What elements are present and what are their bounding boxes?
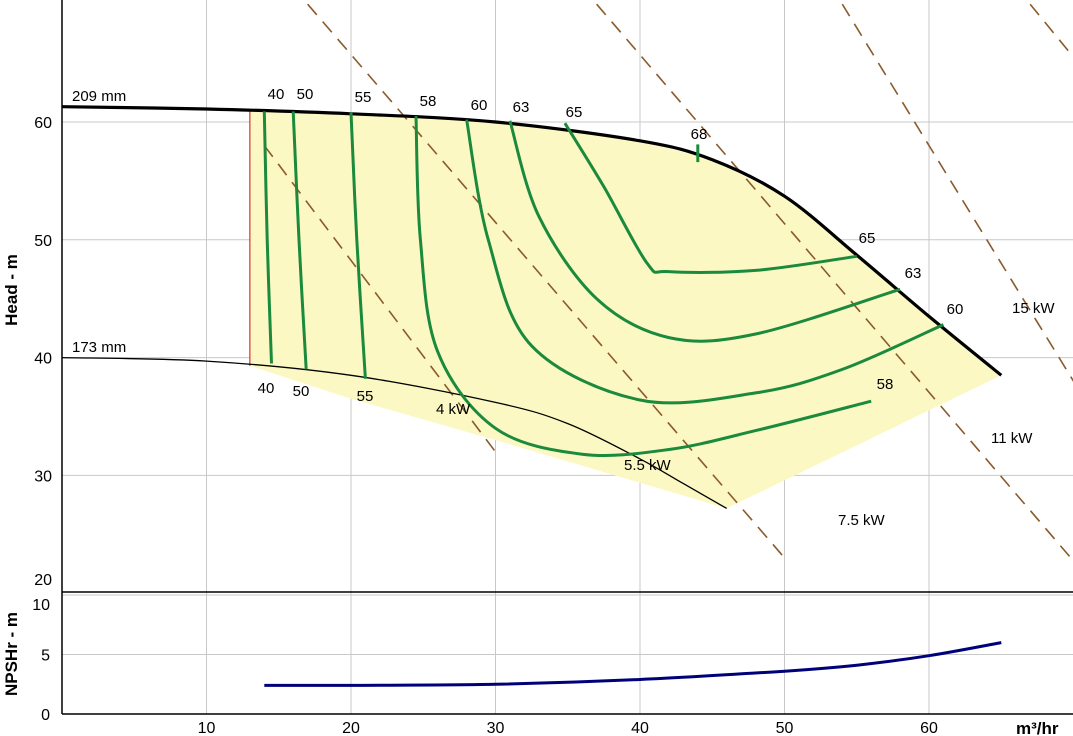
efficiency-contour <box>414 116 872 457</box>
axes <box>61 0 1073 715</box>
npsh-axis-title: NPSHr - m <box>2 612 21 696</box>
npsh-y-tick-label: 5 <box>41 648 50 665</box>
operating-region <box>249 109 1002 509</box>
efficiency-label-right: 65 <box>859 230 876 247</box>
efficiency-label-top: 63 <box>513 99 530 116</box>
efficiency-contour <box>563 122 858 274</box>
efficiency-label-right: 58 <box>877 376 894 393</box>
efficiency-contour <box>262 111 273 364</box>
npsh-curve <box>264 641 1002 687</box>
head-y-tick-label: 30 <box>34 468 52 485</box>
efficiency-label-top: 68 <box>691 126 708 143</box>
efficiency-label-bottom: 50 <box>293 383 310 400</box>
power-line-label: 4 kW <box>436 401 471 418</box>
npsh-grid <box>62 592 1073 714</box>
head-y-tick-label: 60 <box>34 115 52 132</box>
efficiency-label-top: 65 <box>566 104 583 121</box>
power-line <box>307 3 786 559</box>
efficiency-label-top: 58 <box>420 93 437 110</box>
head-y-tick-label: 20 <box>34 572 52 589</box>
impeller-curves <box>62 105 1003 509</box>
efficiency-label-bottom: 55 <box>357 388 374 405</box>
power-line-label: 5.5 kW <box>624 457 672 474</box>
impeller-curve <box>62 105 1003 377</box>
power-line-label: 7.5 kW <box>838 512 886 529</box>
power-lines <box>263 3 1073 562</box>
impeller-label: 209 mm <box>72 88 126 105</box>
efficiency-contour <box>349 112 367 379</box>
labels: 10 20 30 40 50 60 20 30 40 50 60 0 5 10 4 kW 5.5 kW 7.5 … <box>32 86 1055 736</box>
power-line <box>263 145 497 453</box>
efficiency-label-top: 60 <box>471 97 488 114</box>
efficiency-contours <box>262 111 945 457</box>
power-line <box>841 3 1073 382</box>
impeller-curve <box>62 356 728 509</box>
npsh-y-tick-label: 0 <box>41 707 50 724</box>
efficiency-label-top: 55 <box>355 89 372 106</box>
npsh-y-tick-label: 10 <box>32 597 50 614</box>
x-tick-label: 50 <box>776 720 794 736</box>
npsh-curve-layer <box>264 641 1002 687</box>
efficiency-label-right: 63 <box>905 265 922 282</box>
efficiency-label-right: 60 <box>947 301 964 318</box>
head-axis-title: Head - m <box>2 254 21 326</box>
operating-region-fill <box>249 109 1002 509</box>
efficiency-contour <box>291 111 308 370</box>
efficiency-contour <box>508 120 901 343</box>
head-y-tick-label: 40 <box>34 351 52 368</box>
efficiency-contour <box>465 119 945 405</box>
x-tick-label: 60 <box>920 720 938 736</box>
x-tick-label: 10 <box>198 720 216 736</box>
efficiency-label-bottom: 40 <box>258 380 275 397</box>
x-axis-title: m³/hr <box>1016 719 1059 736</box>
impeller-label: 173 mm <box>72 339 126 356</box>
efficiency-label-top: 40 <box>268 86 285 103</box>
x-tick-label: 20 <box>342 720 360 736</box>
head-y-tick-label: 50 <box>34 233 52 250</box>
x-tick-label: 30 <box>487 720 505 736</box>
efficiency-label-top: 50 <box>297 86 314 103</box>
x-tick-label: 40 <box>631 720 649 736</box>
power-line-label: 15 kW <box>1012 300 1055 317</box>
power-line-label: 11 kW <box>991 430 1033 447</box>
